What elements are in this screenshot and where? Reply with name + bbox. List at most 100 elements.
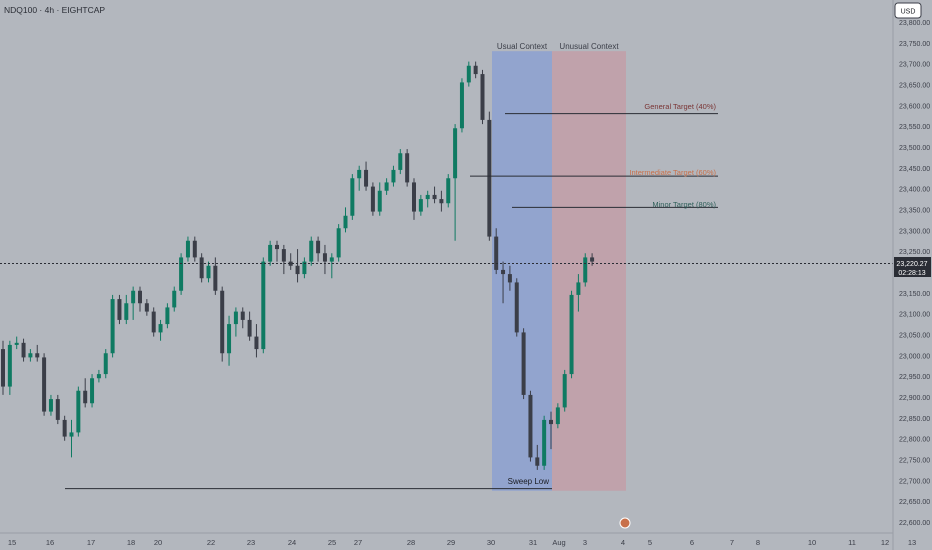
- candle[interactable]: [90, 374, 95, 408]
- candle[interactable]: [501, 261, 506, 304]
- candle[interactable]: [494, 228, 499, 275]
- unusual-context-zone[interactable]: [552, 51, 626, 491]
- candle[interactable]: [213, 257, 218, 295]
- candle[interactable]: [480, 69, 485, 125]
- candle[interactable]: [377, 182, 382, 216]
- candle[interactable]: [206, 261, 211, 283]
- candle[interactable]: [240, 307, 245, 329]
- time-axis[interactable]: 15 16 17 18 20 22 23 24 25 27 28 29 30 31 Aug 3 4 5 6 7 8 10 1…: [8, 538, 916, 547]
- candle[interactable]: [144, 299, 149, 316]
- event-icon[interactable]: [619, 517, 631, 529]
- candle[interactable]: [76, 386, 81, 437]
- candle[interactable]: [1, 340, 5, 395]
- candle[interactable]: [233, 307, 238, 337]
- candle[interactable]: [466, 61, 471, 87]
- candle[interactable]: [172, 286, 177, 312]
- candle[interactable]: [254, 324, 259, 358]
- candle[interactable]: [275, 240, 279, 262]
- candle[interactable]: [384, 178, 389, 195]
- candle[interactable]: [535, 444, 540, 470]
- candle[interactable]: [350, 174, 355, 220]
- candle[interactable]: [507, 265, 512, 291]
- candle[interactable]: [302, 257, 307, 279]
- current-price-tag[interactable]: [894, 257, 931, 277]
- candle[interactable]: [7, 340, 12, 395]
- candle[interactable]: [199, 253, 204, 283]
- candle[interactable]: [62, 415, 67, 441]
- candle[interactable]: [261, 257, 266, 354]
- candle[interactable]: [412, 178, 416, 220]
- candle[interactable]: [446, 174, 451, 208]
- candle[interactable]: [528, 390, 533, 462]
- candle[interactable]: [55, 394, 60, 425]
- candle[interactable]: [521, 328, 526, 400]
- candle[interactable]: [329, 253, 334, 279]
- candle[interactable]: [343, 207, 348, 233]
- candle[interactable]: [398, 149, 403, 175]
- candle[interactable]: [425, 190, 430, 208]
- candle[interactable]: [322, 244, 327, 275]
- candle[interactable]: [227, 315, 232, 366]
- candle[interactable]: [28, 349, 33, 362]
- candle[interactable]: [514, 278, 519, 337]
- candle[interactable]: [179, 253, 184, 295]
- candle[interactable]: [35, 344, 40, 362]
- candle[interactable]: [48, 394, 53, 416]
- candle[interactable]: [192, 236, 197, 262]
- candle[interactable]: [295, 249, 300, 283]
- candle[interactable]: [370, 182, 375, 216]
- price-axis[interactable]: 23,800.00 23,750.00 23,700.00 23,650.00 23,6…: [899, 20, 930, 527]
- context-zones: [492, 51, 626, 491]
- time-tick-label: 16: [46, 538, 54, 547]
- candle[interactable]: [391, 165, 396, 187]
- candle[interactable]: [432, 186, 437, 204]
- candle[interactable]: [405, 149, 410, 187]
- minor-target-label: Minor Target (80%): [652, 200, 716, 209]
- candle[interactable]: [569, 290, 574, 379]
- candle[interactable]: [96, 369, 101, 383]
- candle[interactable]: [357, 165, 362, 191]
- candle[interactable]: [336, 224, 341, 262]
- candle[interactable]: [131, 286, 136, 320]
- candle-body: [117, 299, 122, 320]
- candle[interactable]: [110, 294, 115, 358]
- price-tick-label: 22,950.00: [899, 374, 930, 381]
- candle[interactable]: [418, 194, 423, 216]
- candle[interactable]: [83, 378, 88, 408]
- candle[interactable]: [364, 161, 369, 191]
- candle[interactable]: [576, 274, 581, 312]
- candle[interactable]: [583, 253, 588, 287]
- candle[interactable]: [309, 236, 314, 266]
- candle[interactable]: [185, 236, 190, 262]
- candle[interactable]: [42, 353, 47, 416]
- candle-body: [268, 244, 273, 262]
- candle[interactable]: [316, 236, 321, 262]
- candle[interactable]: [562, 369, 567, 412]
- symbol-title[interactable]: NDQ100 · 4h · EIGHTCAP: [4, 5, 105, 15]
- candle[interactable]: [555, 403, 560, 429]
- candle[interactable]: [542, 415, 547, 470]
- candle[interactable]: [124, 294, 129, 325]
- candle[interactable]: [14, 336, 19, 350]
- candle[interactable]: [549, 411, 553, 450]
- candle[interactable]: [151, 307, 156, 337]
- candle[interactable]: [247, 311, 252, 341]
- candle[interactable]: [103, 349, 108, 379]
- candle[interactable]: [288, 253, 293, 270]
- candle[interactable]: [165, 303, 170, 329]
- candle[interactable]: [281, 244, 286, 275]
- candle[interactable]: [220, 286, 225, 362]
- currency-button[interactable]: [894, 2, 922, 19]
- candle[interactable]: [459, 78, 464, 133]
- candle[interactable]: [117, 294, 122, 325]
- candle[interactable]: [473, 61, 478, 79]
- candle[interactable]: [453, 124, 458, 241]
- candle[interactable]: [138, 286, 142, 312]
- candle[interactable]: [439, 190, 444, 212]
- candle[interactable]: [158, 319, 163, 341]
- candle[interactable]: [268, 240, 273, 266]
- candle[interactable]: [21, 338, 26, 362]
- candle-body: [199, 257, 204, 279]
- candle[interactable]: [69, 419, 74, 458]
